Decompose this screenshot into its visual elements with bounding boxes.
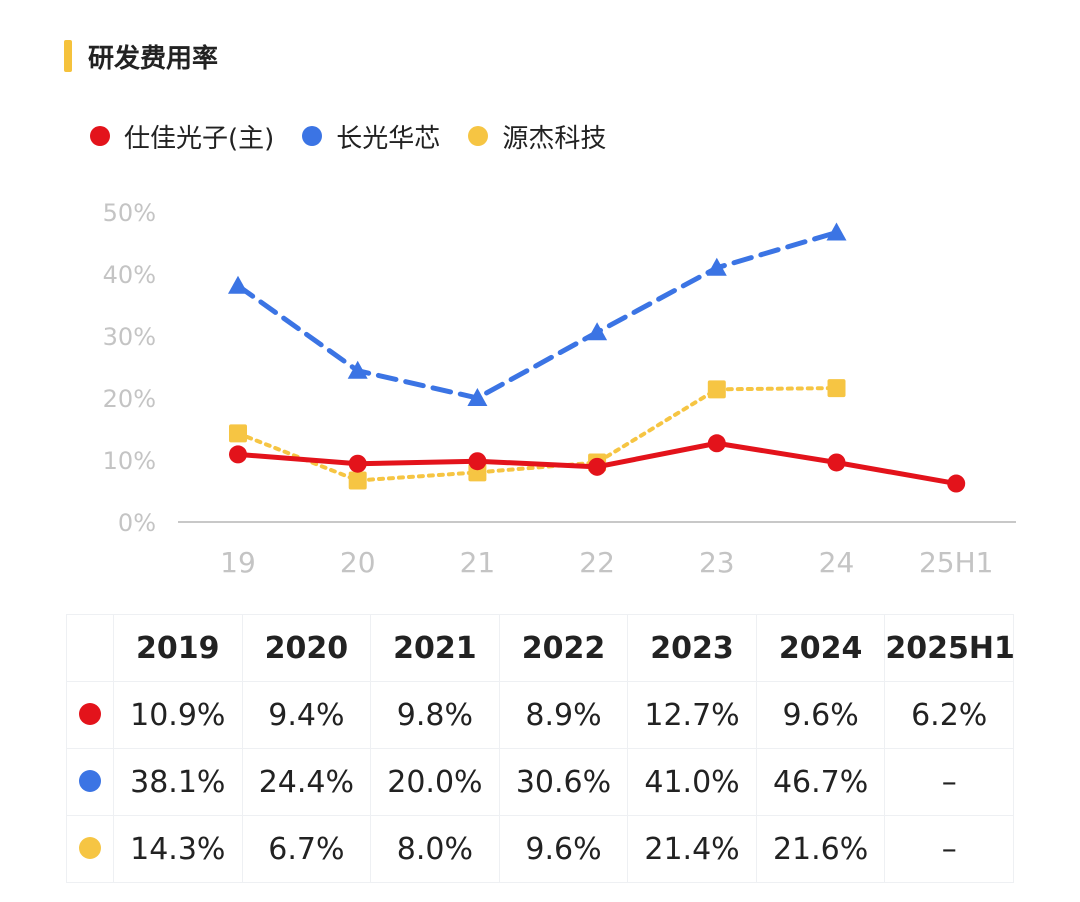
table-cell: 41.0% xyxy=(627,748,757,816)
x-tick-label: 22 xyxy=(579,546,615,579)
x-tick-label: 19 xyxy=(220,546,256,579)
row-dot-red xyxy=(79,702,101,725)
series-line-2 xyxy=(236,386,839,483)
legend: 仕佳光子(主) 长光华芯 源杰科技 xyxy=(90,118,606,154)
title-accent-bar xyxy=(64,40,72,72)
legend-label: 仕佳光子(主) xyxy=(124,123,275,154)
table-cell: 46.7% xyxy=(755,748,886,816)
data-point-triangle xyxy=(826,222,847,241)
table-header-cell: 2020 xyxy=(241,614,372,682)
y-tick-label: 40% xyxy=(103,261,156,289)
data-point-square xyxy=(827,379,846,398)
data-point-circle xyxy=(229,445,247,464)
data-point-circle xyxy=(468,452,487,471)
table-header-cell: 2025H1 xyxy=(884,614,1015,682)
table-cell: – xyxy=(884,748,1014,816)
table-cell: 24.4% xyxy=(241,748,372,816)
table-row-marker xyxy=(66,681,114,749)
row-dot-blue xyxy=(79,769,101,792)
table-header-cell: 2019 xyxy=(113,614,243,682)
data-point-triangle xyxy=(587,322,608,341)
table-header-cell: 2023 xyxy=(627,614,757,682)
x-tick-label: 20 xyxy=(340,546,376,579)
table-header-cell: 2021 xyxy=(370,614,500,682)
table-cell: – xyxy=(884,815,1014,883)
legend-dot-yellow xyxy=(468,126,489,146)
x-tick-label: 23 xyxy=(699,546,735,579)
data-point-triangle xyxy=(228,275,248,294)
data-table: 2019 2020 2021 2022 2023 2024 2025H1 10.… xyxy=(66,614,1015,883)
y-tick-label: 0% xyxy=(118,509,156,537)
table-cell: 6.2% xyxy=(884,681,1014,749)
x-tick-label: 21 xyxy=(460,546,496,579)
table-header-cell: 2024 xyxy=(755,614,886,682)
y-tick-label: 20% xyxy=(103,385,156,413)
data-point-square xyxy=(348,471,367,490)
data-point-square xyxy=(707,380,726,399)
table-row-marker xyxy=(66,815,114,883)
data-point-triangle xyxy=(706,257,727,276)
x-tick-label: 25H1 xyxy=(919,546,994,579)
legend-item-changguang: 长光华芯 xyxy=(302,118,440,155)
table-header-cell: 2022 xyxy=(498,614,629,682)
table-cell: 12.7% xyxy=(627,681,757,749)
data-point-triangle xyxy=(347,360,368,379)
table-cell: 30.6% xyxy=(498,748,629,816)
y-tick-label: 50% xyxy=(103,199,156,227)
table-cell: 9.6% xyxy=(498,815,629,883)
table-cell: 21.6% xyxy=(755,815,886,883)
chart-title: 研发费用率 xyxy=(88,44,219,74)
table-cell: 8.0% xyxy=(370,815,500,883)
table-row: 10.9% 9.4% 9.8% 8.9% 12.7% 9.6% 6.2% xyxy=(66,681,1014,749)
data-point-circle xyxy=(827,453,846,472)
data-point-circle xyxy=(588,457,607,476)
legend-item-shijia: 仕佳光子(主) xyxy=(90,118,274,155)
table-row: 14.3% 6.7% 8.0% 9.6% 21.4% 21.6% – xyxy=(66,815,1014,883)
legend-item-yuanjie: 源杰科技 xyxy=(468,118,606,155)
legend-dot-red xyxy=(90,126,110,146)
data-point-circle xyxy=(707,434,726,453)
table-cell: 38.1% xyxy=(113,748,243,816)
row-dot-yellow xyxy=(79,836,101,859)
table-cell: 8.9% xyxy=(498,681,629,749)
table-cell: 6.7% xyxy=(241,815,372,883)
data-point-circle xyxy=(348,454,367,473)
table-cell: 10.9% xyxy=(113,681,243,749)
table-cell: 14.3% xyxy=(113,815,243,883)
table-cell: 9.8% xyxy=(370,681,500,749)
table-cell: 9.4% xyxy=(241,681,372,749)
table-cell: 9.6% xyxy=(755,681,886,749)
table-cell: 20.0% xyxy=(370,748,500,816)
table-row: 38.1% 24.4% 20.0% 30.6% 41.0% 46.7% – xyxy=(66,748,1014,816)
series-line-1 xyxy=(235,229,839,401)
x-tick-label: 24 xyxy=(819,546,855,579)
legend-label: 源杰科技 xyxy=(502,123,607,154)
line-chart: 0% 10% 20% 30% 40% 50% 19 20 21 22 23 24 25H1 xyxy=(103,199,1016,579)
table-cell: 21.4% xyxy=(627,815,757,883)
y-tick-label: 30% xyxy=(103,323,156,351)
legend-dot-blue xyxy=(302,126,323,146)
table-header-row: 2019 2020 2021 2022 2023 2024 2025H1 xyxy=(66,614,1015,682)
data-point-triangle xyxy=(467,388,488,406)
data-point-circle xyxy=(947,474,966,493)
data-point-square xyxy=(229,424,247,443)
y-tick-label: 10% xyxy=(103,447,156,475)
table-row-marker xyxy=(66,748,114,816)
table-corner xyxy=(66,614,114,682)
legend-label: 长光华芯 xyxy=(336,123,441,154)
